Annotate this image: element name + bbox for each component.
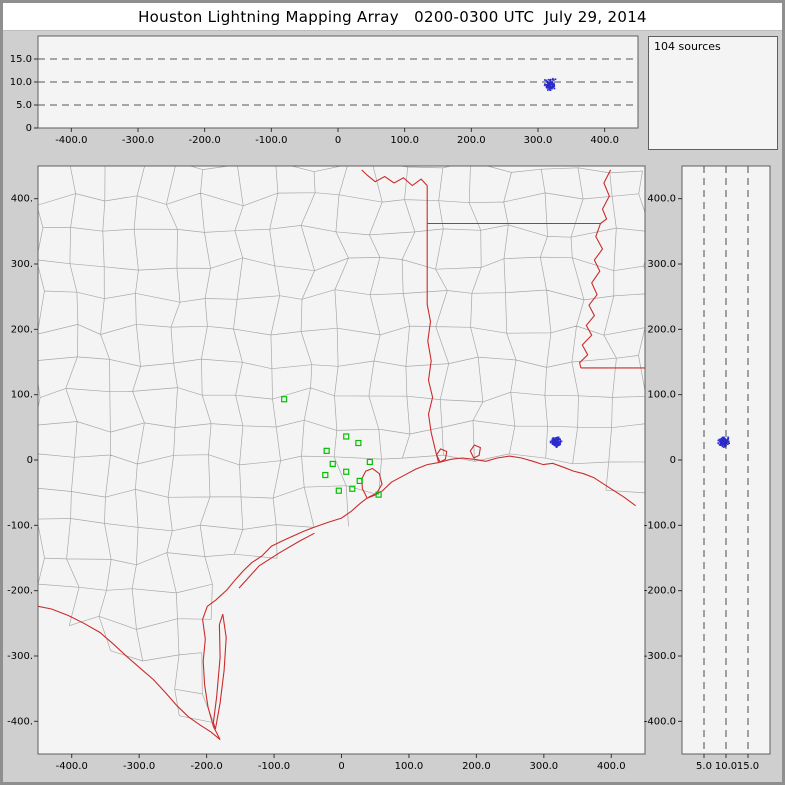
map-layers	[38, 166, 645, 741]
svg-text:100.0: 100.0	[647, 390, 676, 401]
state-border-calcasieu_lake	[469, 444, 482, 459]
svg-text:10.0: 10.0	[10, 77, 32, 88]
svg-text:400.0: 400.0	[597, 761, 626, 772]
svg-text:300.0: 300.0	[530, 761, 559, 772]
svg-text:-300.0: -300.0	[123, 761, 155, 772]
svg-text:0: 0	[338, 761, 344, 772]
svg-text:10.0: 10.0	[715, 761, 737, 772]
state-border-coast	[202, 455, 636, 740]
svg-text:300.0: 300.0	[647, 259, 676, 270]
svg-text:15.0: 15.0	[10, 54, 32, 65]
svg-text:-400.0: -400.0	[55, 135, 87, 146]
svg-text:200.: 200.	[11, 324, 33, 335]
sources-map-layer	[549, 436, 563, 448]
station-markers	[281, 396, 382, 498]
svg-text:200.0: 200.0	[647, 324, 676, 335]
svg-text:100.0: 100.0	[390, 135, 419, 146]
svg-text:300.0: 300.0	[524, 135, 553, 146]
svg-text:-200.0: -200.0	[189, 135, 221, 146]
title-bar: Houston Lightning Mapping Array 0200-030…	[3, 3, 782, 31]
svg-text:200.0: 200.0	[462, 761, 491, 772]
svg-text:-400.0: -400.0	[644, 716, 676, 727]
svg-text:0: 0	[26, 123, 32, 134]
axis-labels: -400.0 -300.0 -200.0 -100.0 0 100.0 200.0 300.0…	[7, 54, 759, 772]
svg-text:-400.0: -400.0	[56, 761, 88, 772]
svg-text:200.0: 200.0	[457, 135, 486, 146]
svg-text:-100.0: -100.0	[255, 135, 287, 146]
histogram-panel: 104 sources	[648, 36, 778, 150]
svg-text:-200.0: -200.0	[644, 586, 676, 597]
svg-text:100.: 100.	[11, 390, 33, 401]
state-border-texas_louisiana_border	[426, 185, 440, 463]
svg-text:5.0: 5.0	[696, 761, 712, 772]
state-border-padre_island	[212, 614, 227, 730]
state-border-rio_grande	[38, 605, 221, 741]
source-count-label: 104 sources	[654, 40, 721, 53]
svg-text:300.: 300.	[11, 259, 33, 270]
svg-text:-100.0: -100.0	[258, 761, 290, 772]
svg-text:-300.: -300.	[7, 651, 33, 662]
state-border-mississippi_river	[578, 169, 612, 369]
svg-text:15.0: 15.0	[737, 761, 759, 772]
county-boundaries	[38, 166, 645, 724]
svg-text:5.0: 5.0	[16, 100, 32, 111]
svg-text:400.0: 400.0	[590, 135, 619, 146]
svg-text:-200.0: -200.0	[190, 761, 222, 772]
svg-text:0: 0	[670, 455, 676, 466]
svg-text:-200.: -200.	[7, 586, 33, 597]
svg-text:0: 0	[335, 135, 341, 146]
svg-text:-400.: -400.	[7, 716, 33, 727]
plot-title: Houston Lightning Mapping Array 0200-030…	[138, 7, 647, 26]
svg-text:-100.0: -100.0	[644, 520, 676, 531]
svg-text:100.0: 100.0	[395, 761, 424, 772]
svg-text:0: 0	[27, 455, 33, 466]
state-border-barrier_islands	[238, 532, 315, 589]
state-border-galveston_bay	[361, 467, 383, 499]
state-border-red_river	[361, 169, 428, 187]
svg-text:-300.0: -300.0	[644, 651, 676, 662]
svg-text:400.: 400.	[11, 194, 33, 205]
svg-text:400.0: 400.0	[647, 194, 676, 205]
svg-text:-300.0: -300.0	[122, 135, 154, 146]
svg-text:-100.: -100.	[7, 520, 33, 531]
